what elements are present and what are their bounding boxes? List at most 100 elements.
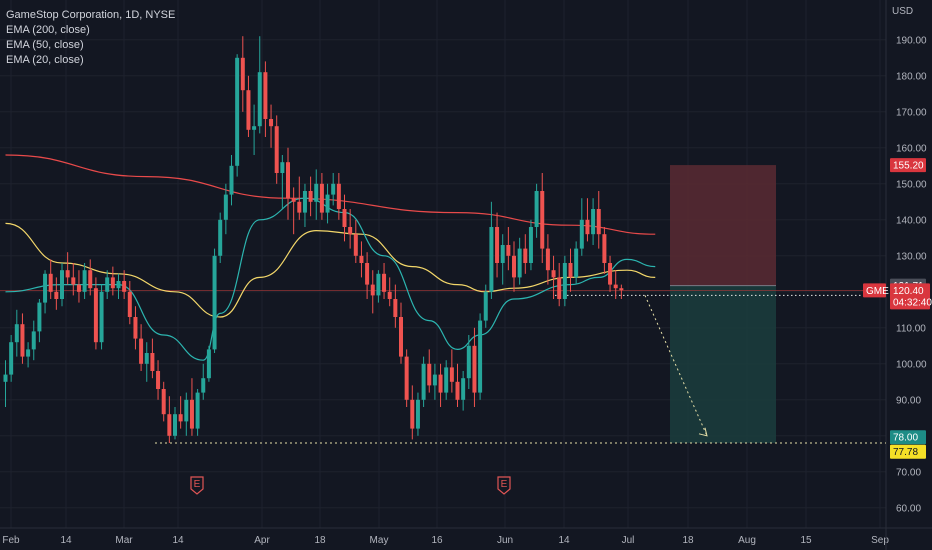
- candle-body: [325, 194, 330, 213]
- candle: [523, 234, 528, 274]
- candles: [3, 36, 624, 443]
- candle: [252, 104, 257, 155]
- candle: [540, 173, 545, 263]
- candle: [478, 313, 483, 400]
- earnings-marker[interactable]: E: [190, 476, 204, 495]
- candle-body: [551, 270, 556, 278]
- x-tick-label: 14: [172, 535, 184, 546]
- candle-body: [568, 263, 573, 278]
- candle: [551, 255, 556, 299]
- tag-support-price-label: 77.78: [893, 447, 918, 458]
- x-tick-label: Jun: [497, 535, 513, 546]
- candle: [189, 378, 194, 436]
- tag-support-price: 77.78: [890, 444, 926, 459]
- candle-body: [139, 338, 144, 364]
- candle-body: [523, 248, 528, 263]
- candle-body: [252, 126, 257, 130]
- candle: [110, 266, 115, 296]
- candle-body: [133, 317, 138, 339]
- candle: [602, 227, 607, 274]
- candle-body: [591, 209, 596, 235]
- candle-body: [410, 399, 415, 429]
- symbol-tag-label: GME: [866, 286, 889, 297]
- candle: [387, 277, 392, 307]
- candle-body: [613, 284, 618, 289]
- candle-body: [161, 389, 166, 415]
- earnings-marker-shape: [497, 476, 511, 495]
- candle: [26, 342, 31, 368]
- candle-body: [156, 371, 161, 389]
- candle: [336, 173, 341, 220]
- symbol-tag-bg: [863, 283, 886, 298]
- candle: [427, 349, 432, 393]
- candle-body: [48, 273, 53, 292]
- candle-body: [608, 263, 613, 285]
- candle: [353, 219, 358, 263]
- projection-arrow-line: [644, 295, 708, 437]
- candle-body: [189, 399, 194, 429]
- earnings-marker-label: E: [194, 479, 201, 490]
- candle-body: [223, 194, 228, 220]
- tag-stop-price-bg: [890, 158, 926, 173]
- candle: [302, 183, 307, 227]
- x-tick-label: Sep: [871, 535, 889, 546]
- candle-body: [178, 414, 183, 422]
- x-tick-label: May: [370, 535, 389, 546]
- candle: [421, 356, 426, 407]
- candle-body: [116, 281, 121, 289]
- candle: [206, 345, 211, 382]
- candle-body: [528, 227, 533, 263]
- candle-body: [173, 414, 177, 436]
- candle-body: [500, 245, 505, 263]
- legend-ema200[interactable]: EMA (200, close): [6, 24, 90, 36]
- candle: [359, 241, 364, 278]
- candle: [308, 176, 313, 217]
- candle-body: [269, 119, 274, 127]
- candle-body: [399, 317, 403, 357]
- candle-body: [99, 291, 104, 343]
- candle-body: [195, 392, 200, 429]
- candle: [608, 255, 613, 292]
- candle: [449, 349, 454, 393]
- y-tick-label: 110.00: [896, 323, 926, 334]
- candle-body: [76, 284, 81, 292]
- earnings-marker[interactable]: E: [497, 476, 511, 495]
- candle: [105, 270, 110, 299]
- candle: [43, 270, 48, 314]
- candle: [139, 324, 144, 371]
- candle-body: [415, 399, 420, 429]
- candle-body: [26, 349, 31, 357]
- price-tag-bg: [890, 283, 930, 310]
- x-tick-label: Apr: [254, 535, 270, 546]
- candle-body: [122, 281, 127, 292]
- candle: [472, 327, 477, 407]
- candle-body: [512, 255, 516, 278]
- legend-ema20[interactable]: EMA (20, close): [6, 54, 84, 66]
- tag-target-price: 78.00: [890, 430, 926, 445]
- candle-body: [302, 191, 307, 213]
- candle-body: [150, 353, 155, 371]
- y-tick-label: 70.00: [896, 467, 921, 478]
- candle-body: [93, 288, 98, 343]
- candle: [365, 252, 370, 299]
- candle-body: [472, 345, 477, 393]
- candle-body: [432, 374, 437, 386]
- candle: [54, 277, 59, 310]
- candle-body: [263, 72, 268, 119]
- candle-body: [353, 234, 358, 256]
- x-tick-label: 15: [800, 535, 812, 546]
- candle: [3, 360, 8, 407]
- candle: [167, 396, 172, 443]
- y-tick-label: 180.00: [896, 71, 927, 82]
- candle-body: [71, 277, 76, 285]
- tag-target-price-label: 78.00: [893, 433, 918, 444]
- candle-body: [557, 277, 562, 299]
- candle-body: [331, 183, 336, 195]
- candle: [415, 392, 420, 436]
- candle: [82, 263, 87, 299]
- candle: [314, 169, 319, 220]
- candle: [195, 389, 200, 436]
- candle: [545, 234, 550, 285]
- legend-ema50[interactable]: EMA (50, close): [6, 39, 84, 51]
